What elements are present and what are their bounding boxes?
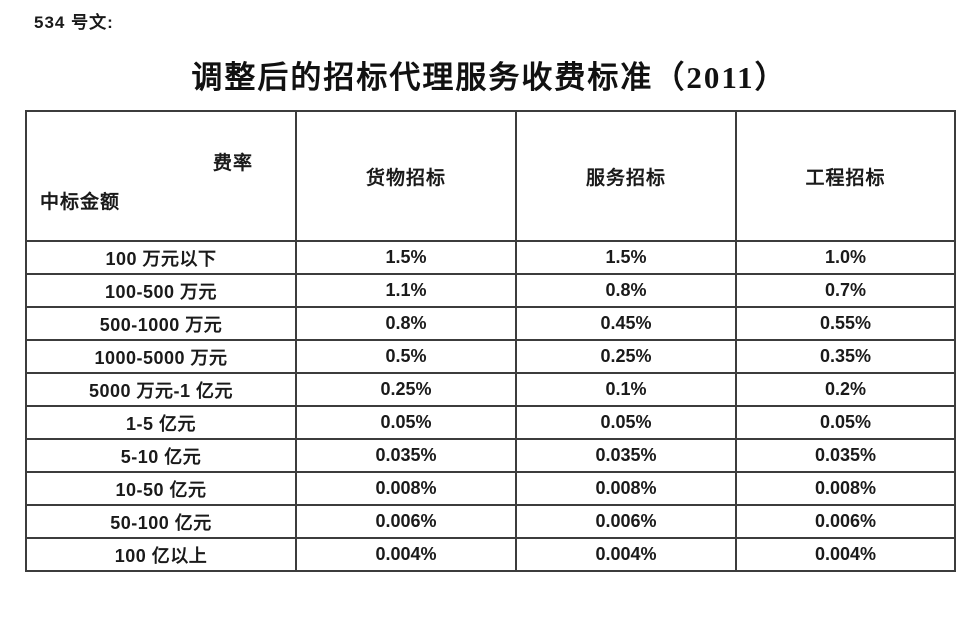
fee-value-cell: 0.004% <box>515 537 737 572</box>
fee-value-cell: 0.05% <box>735 405 956 440</box>
fee-value-cell: 0.035% <box>735 438 956 473</box>
table-row: 1-5 亿元 0.05% 0.05% 0.05% <box>25 405 956 440</box>
row-label-cell: 100 万元以下 <box>25 240 297 275</box>
table-row: 10-50 亿元 0.008% 0.008% 0.008% <box>25 471 956 506</box>
table-body: 100 万元以下 1.5% 1.5% 1.0% 100-500 万元 1.1% 0.8% 0.… <box>25 240 956 572</box>
page-title: 调整后的招标代理服务收费标准（2011） <box>191 60 788 95</box>
table-row: 5-10 亿元 0.035% 0.035% 0.035% <box>25 438 956 473</box>
row-label-cell: 5-10 亿元 <box>25 438 297 473</box>
fee-value-cell: 1.0% <box>735 240 956 275</box>
table-row: 1000-5000 万元 0.5% 0.25% 0.35% <box>25 339 956 374</box>
fee-value-cell: 0.006% <box>295 504 517 539</box>
row-label-cell: 100 亿以上 <box>25 537 297 572</box>
column-header-services: 服务招标 <box>515 110 737 242</box>
fee-value-cell: 0.004% <box>735 537 956 572</box>
fee-value-cell: 0.7% <box>735 273 956 308</box>
fee-value-cell: 0.1% <box>515 372 737 407</box>
corner-label-award-amount: 中标金额 <box>40 192 121 213</box>
fee-value-cell: 0.006% <box>515 504 737 539</box>
corner-cell: 费率 中标金额 <box>25 110 297 242</box>
row-label-cell: 1000-5000 万元 <box>25 339 297 374</box>
fee-rate-table: 费率 中标金额 货物招标 服务招标 工程招标 100 万元以下 1.5% 1.5% 1… <box>25 110 956 572</box>
table-row: 50-100 亿元 0.006% 0.006% 0.006% <box>25 504 956 539</box>
fee-value-cell: 0.55% <box>735 306 956 341</box>
table-header-row: 费率 中标金额 货物招标 服务招标 工程招标 <box>25 110 956 242</box>
row-label-cell: 500-1000 万元 <box>25 306 297 341</box>
fee-value-cell: 1.5% <box>515 240 737 275</box>
column-header-goods: 货物招标 <box>295 110 517 242</box>
row-label-cell: 1-5 亿元 <box>25 405 297 440</box>
fee-value-cell: 0.25% <box>295 372 517 407</box>
fee-value-cell: 0.008% <box>515 471 737 506</box>
row-label-cell: 10-50 亿元 <box>25 471 297 506</box>
row-label-cell: 5000 万元-1 亿元 <box>25 372 297 407</box>
corner-label-rate: 费率 <box>212 153 253 174</box>
fee-value-cell: 0.004% <box>295 537 517 572</box>
fee-value-cell: 1.1% <box>295 273 517 308</box>
fee-value-cell: 0.45% <box>515 306 737 341</box>
row-label-cell: 100-500 万元 <box>25 273 297 308</box>
fee-value-cell: 0.008% <box>735 471 956 506</box>
fee-value-cell: 0.8% <box>295 306 517 341</box>
doc-number: 534 号文: <box>34 13 114 32</box>
fee-value-cell: 0.35% <box>735 339 956 374</box>
fee-value-cell: 0.25% <box>515 339 737 374</box>
table-row: 100 亿以上 0.004% 0.004% 0.004% <box>25 537 956 572</box>
fee-value-cell: 0.006% <box>735 504 956 539</box>
fee-value-cell: 1.5% <box>295 240 517 275</box>
column-header-engineering: 工程招标 <box>735 110 956 242</box>
fee-value-cell: 0.035% <box>295 438 517 473</box>
table-row: 500-1000 万元 0.8% 0.45% 0.55% <box>25 306 956 341</box>
table-row: 5000 万元-1 亿元 0.25% 0.1% 0.2% <box>25 372 956 407</box>
table-row: 100 万元以下 1.5% 1.5% 1.0% <box>25 240 956 275</box>
fee-value-cell: 0.2% <box>735 372 956 407</box>
table-row: 100-500 万元 1.1% 0.8% 0.7% <box>25 273 956 308</box>
fee-value-cell: 0.8% <box>515 273 737 308</box>
fee-value-cell: 0.05% <box>295 405 517 440</box>
fee-value-cell: 0.035% <box>515 438 737 473</box>
fee-value-cell: 0.5% <box>295 339 517 374</box>
fee-value-cell: 0.05% <box>515 405 737 440</box>
row-label-cell: 50-100 亿元 <box>25 504 297 539</box>
fee-value-cell: 0.008% <box>295 471 517 506</box>
